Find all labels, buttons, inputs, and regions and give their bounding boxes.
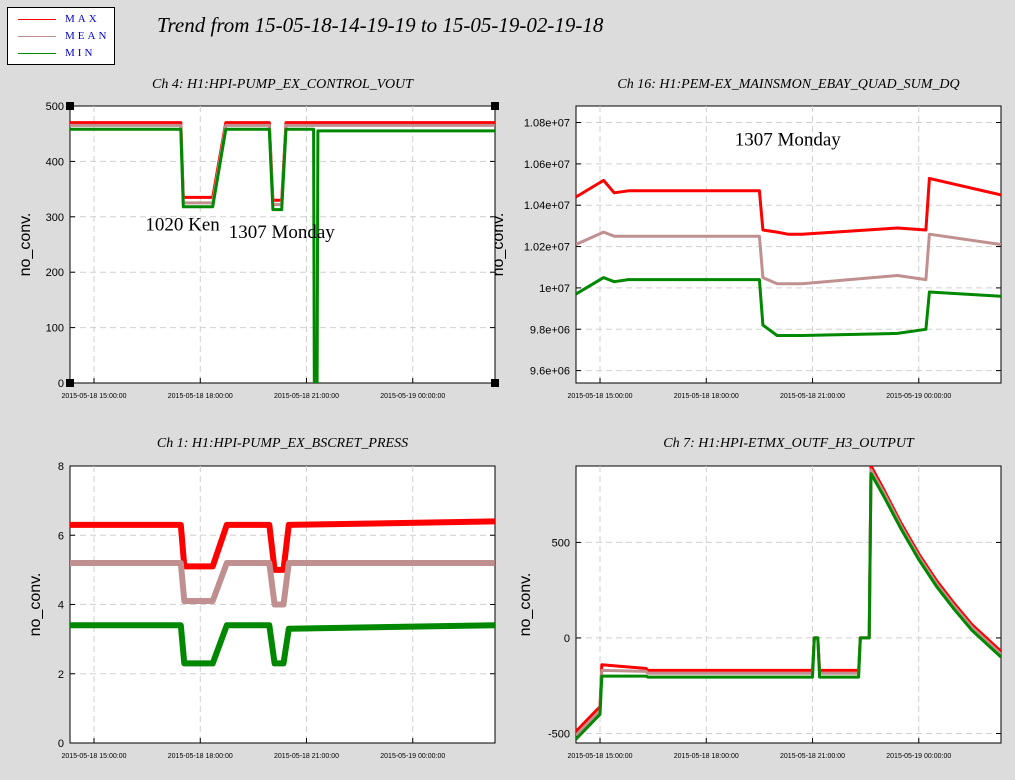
resize-handle[interactable]	[66, 379, 74, 387]
series-line-min	[70, 127, 495, 383]
y-tick-label: 6	[58, 530, 64, 542]
chart-title: Ch 7: H1:HPI-ETMX_OUTF_H3_OUTPUT	[663, 436, 915, 451]
x-tick-label: 2015-05-18 18:00:00	[168, 393, 233, 400]
x-tick-label: 2015-05-18 18:00:00	[674, 393, 739, 400]
y-tick-label: 400	[46, 156, 64, 168]
plot-area	[69, 105, 496, 384]
y-tick-label: 4	[58, 600, 64, 612]
legend-label-max: MAX	[65, 13, 100, 25]
chart-title: Ch 1: H1:HPI-PUMP_EX_BSCRET_PRESS	[157, 436, 408, 451]
y-tick-label: 9.6e+06	[530, 366, 570, 378]
x-tick-label: 2015-05-18 21:00:00	[274, 753, 339, 760]
chart-4: Ch 7: H1:HPI-ETMX_OUTF_H3_OUTPUT no_conv.…	[517, 436, 1002, 760]
series-line-max	[70, 518, 495, 573]
resize-handle[interactable]	[491, 379, 499, 387]
y-tick-label: 500	[46, 101, 64, 113]
annotation: 1020 Ken	[145, 215, 220, 236]
x-tick-label: 2015-05-18 21:00:00	[274, 393, 339, 400]
y-tick-label: 0	[58, 738, 64, 750]
x-tick-label: 2015-05-18 15:00:00	[568, 393, 633, 400]
x-tick-label: 2015-05-19 00:00:00	[886, 753, 951, 760]
chart-1: Ch 4: H1:HPI-PUMP_EX_CONTROL_VOUT no_conv…	[17, 77, 496, 400]
legend-label-mean: MEAN	[65, 30, 110, 42]
plot-area	[575, 465, 1002, 744]
series-group	[576, 466, 1001, 741]
chart-3: Ch 1: H1:HPI-PUMP_EX_BSCRET_PRESS no_conv…	[27, 436, 496, 760]
x-tick-label: 2015-05-18 15:00:00	[62, 753, 127, 760]
y-axis-label: no_conv.	[27, 573, 44, 637]
page-title: Trend from 15-05-18-14-19-19 to 15-05-19…	[157, 13, 604, 37]
series-line-mean	[576, 230, 1001, 286]
y-tick-label: 1.02e+07	[524, 242, 570, 254]
x-tick-label: 2015-05-18 15:00:00	[568, 753, 633, 760]
y-tick-label: 500	[552, 537, 570, 549]
y-tick-label: 8	[58, 461, 64, 473]
resize-handle[interactable]	[491, 102, 499, 110]
legend-swatch-min	[18, 53, 56, 54]
y-tick-label: 1.08e+07	[524, 118, 570, 130]
y-axis-label: no_conv.	[490, 213, 507, 277]
x-tick-label: 2015-05-18 18:00:00	[168, 753, 233, 760]
y-tick-label: 2	[58, 669, 64, 681]
chart-2: Ch 16: H1:PEM-EX_MAINSMON_EBAY_QUAD_SUM_…	[490, 77, 1002, 400]
annotation: 1307 Monday	[229, 222, 336, 243]
x-tick-label: 2015-05-18 15:00:00	[62, 393, 127, 400]
y-tick-label: 300	[46, 212, 64, 224]
legend: MAX MEAN MIN	[7, 7, 115, 65]
resize-handle[interactable]	[66, 102, 74, 110]
chart-title: Ch 4: H1:HPI-PUMP_EX_CONTROL_VOUT	[152, 77, 414, 92]
x-tick-label: 2015-05-18 21:00:00	[780, 393, 845, 400]
y-tick-label: 0	[564, 633, 570, 645]
x-tick-label: 2015-05-19 00:00:00	[886, 393, 951, 400]
series-line-max	[576, 176, 1001, 236]
series-line-min	[576, 276, 1001, 337]
x-tick-label: 2015-05-18 18:00:00	[674, 753, 739, 760]
series-group	[70, 121, 495, 383]
y-tick-label: 200	[46, 267, 64, 279]
y-tick-label: 1.06e+07	[524, 159, 570, 171]
chart-title: Ch 16: H1:PEM-EX_MAINSMON_EBAY_QUAD_SUM_…	[617, 77, 959, 92]
series-line-min	[70, 622, 495, 667]
y-tick-label: 100	[46, 323, 64, 335]
y-tick-label: 9.8e+06	[530, 324, 570, 336]
y-axis-label: no_conv.	[517, 573, 534, 637]
legend-item-min: MIN	[8, 47, 114, 61]
legend-item-mean: MEAN	[8, 30, 114, 44]
y-tick-label: -500	[548, 728, 570, 740]
legend-label-min: MIN	[65, 47, 96, 59]
series-group	[576, 176, 1001, 337]
annotation: 1307 Monday	[735, 129, 842, 150]
x-tick-label: 2015-05-19 00:00:00	[380, 753, 445, 760]
x-tick-label: 2015-05-19 00:00:00	[380, 393, 445, 400]
y-tick-label: 1.04e+07	[524, 200, 570, 212]
y-tick-label: 0	[58, 378, 64, 390]
x-tick-label: 2015-05-18 21:00:00	[780, 753, 845, 760]
y-axis-label: no_conv.	[17, 213, 34, 277]
legend-swatch-max	[18, 19, 56, 20]
legend-item-max: MAX	[8, 13, 114, 27]
series-line-mean	[70, 560, 495, 608]
y-tick-label: 1e+07	[539, 283, 570, 295]
legend-swatch-mean	[18, 36, 56, 37]
series-group	[70, 518, 495, 667]
series-line-min	[576, 472, 1001, 741]
